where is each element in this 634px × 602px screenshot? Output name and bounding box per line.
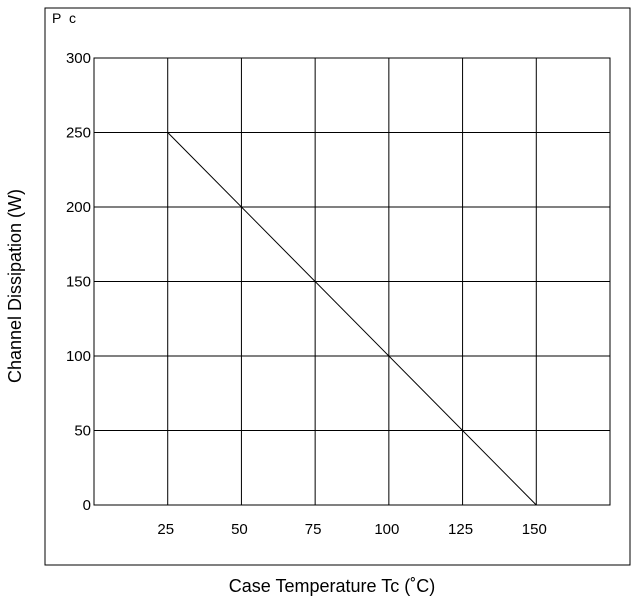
x-tick-label: 50 <box>231 521 248 538</box>
y-tick-label: 100 <box>66 348 91 365</box>
y-tick-label: 250 <box>66 125 91 142</box>
y-axis-title: Channel Dissipation (W) <box>5 189 25 383</box>
x-axis-title: Case Temperature Tc (˚C) <box>229 576 435 596</box>
derating-line <box>167 132 537 506</box>
corner-label: P c <box>52 10 78 26</box>
y-tick-label: 50 <box>74 423 91 440</box>
grid <box>93 57 611 506</box>
x-tick-labels: 25 50 75 100 125 150 <box>157 521 546 538</box>
x-tick-label: 75 <box>305 521 322 538</box>
outer-frame <box>44 7 631 566</box>
y-tick-label: 150 <box>66 274 91 291</box>
y-tick-label: 300 <box>66 50 91 67</box>
y-tick-labels: 300 250 200 150 100 50 0 <box>66 50 91 514</box>
x-tick-label: 150 <box>522 521 547 538</box>
x-tick-label: 125 <box>448 521 473 538</box>
series-group <box>167 132 537 506</box>
x-tick-label: 100 <box>374 521 399 538</box>
y-tick-label: 200 <box>66 199 91 216</box>
x-tick-label: 25 <box>157 521 174 538</box>
y-tick-label: 0 <box>83 497 91 514</box>
